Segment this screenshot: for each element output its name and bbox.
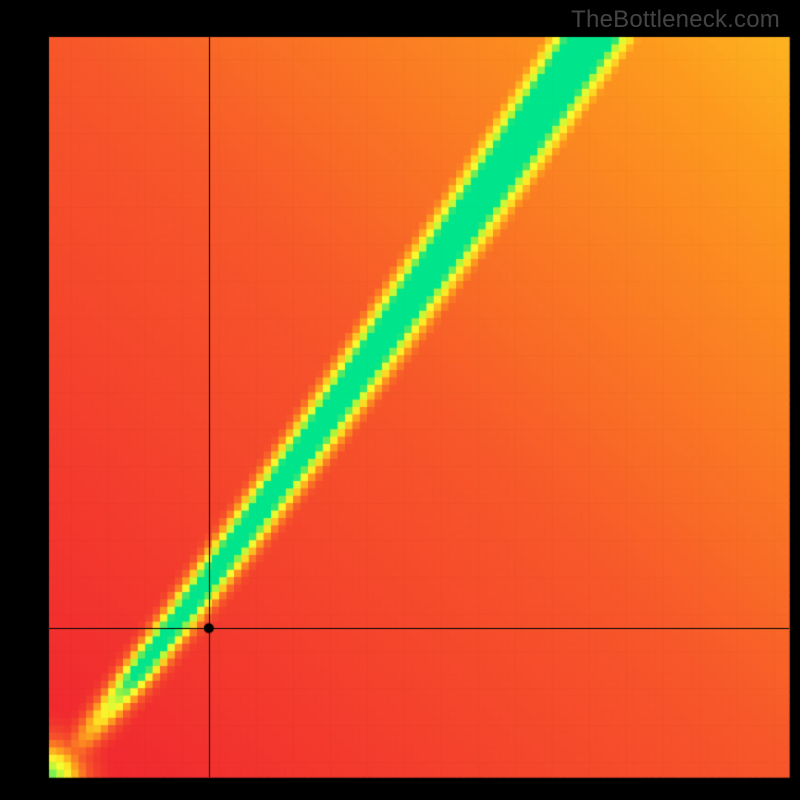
watermark-text: TheBottleneck.com xyxy=(571,6,780,34)
bottleneck-heatmap xyxy=(0,0,800,800)
chart-container: TheBottleneck.com xyxy=(0,0,800,800)
